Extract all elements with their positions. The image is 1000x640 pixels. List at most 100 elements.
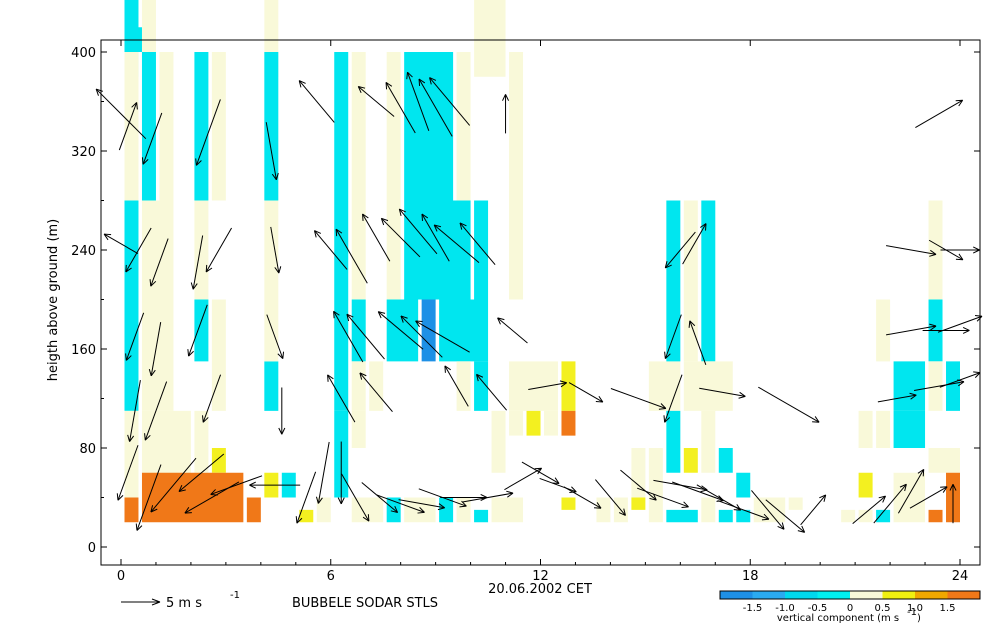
wind-arrow: [327, 374, 356, 423]
wind-arrow: [337, 441, 345, 505]
heatmap-cell: [509, 410, 524, 436]
colorbar-swatch: [785, 591, 818, 599]
wind-arrow: [210, 475, 263, 496]
colorbar-label-close: ): [917, 613, 921, 624]
wind-arrow: [886, 323, 937, 336]
heatmap-cell: [631, 448, 646, 498]
heatmap-cell: [474, 361, 489, 411]
wind-arrow: [873, 483, 907, 524]
colorbar-swatch: [882, 591, 916, 599]
colorbar-tick-label: 0.5: [875, 603, 891, 614]
heatmap-cell: [474, 0, 506, 77]
heatmap-cell: [858, 509, 873, 523]
y-tick-label: 240: [71, 244, 96, 259]
y-tick-label: 160: [71, 343, 96, 358]
wind-arrow: [406, 71, 430, 131]
wind-arrow: [463, 490, 514, 503]
wind-arrow: [380, 217, 421, 258]
wind-arrow: [528, 380, 567, 391]
heatmap-cell: [928, 509, 943, 523]
wind-arrow: [249, 481, 301, 489]
colorbar-swatch: [947, 591, 981, 599]
wind-arrow: [270, 226, 282, 274]
heatmap-cell: [351, 361, 366, 411]
wind-arrow: [118, 102, 138, 151]
colorbar-tick-label: 0: [847, 603, 853, 614]
heatmap-cell: [858, 410, 873, 448]
wind-arrow: [335, 228, 368, 284]
x-tick-label: 6: [327, 569, 335, 584]
wind-arrow: [125, 227, 152, 273]
heatmap-cell: [701, 200, 716, 300]
heatmap-cell: [876, 410, 891, 448]
heatmap-cell: [648, 361, 681, 411]
wind-arrow: [357, 85, 395, 117]
wind-arrow: [758, 386, 820, 423]
wind-arrow: [346, 313, 385, 360]
wind-arrow: [682, 223, 707, 265]
colorbar-tick-label: -1.0: [775, 603, 795, 614]
x-axis-label: 20.06.2002 CET: [488, 582, 592, 597]
heatmap-cell: [351, 410, 366, 448]
arrow-scale-legend: 5 m s -1: [121, 590, 240, 611]
wind-arrow: [421, 213, 450, 262]
heatmap-cell: [194, 52, 209, 201]
wind-arrow: [915, 99, 964, 128]
colorbar-label: vertical component (m s: [777, 613, 899, 624]
x-tick-label: 12: [532, 569, 549, 584]
wind-arrow: [637, 487, 689, 509]
heatmap-cell: [334, 52, 349, 201]
colorbar-title: vertical component (m s -1 ): [777, 607, 921, 624]
wind-arrow: [202, 374, 222, 423]
arrow-scale-head: [151, 598, 161, 606]
heatmap-cell: [141, 472, 244, 523]
wind-arrow: [939, 371, 981, 388]
heatmap-cell: [596, 497, 611, 523]
heatmap-cell: [369, 361, 384, 411]
y-axis-label: heigth above ground (m): [46, 219, 61, 382]
heatmap-cell: [194, 200, 209, 300]
heatmap-cell: [141, 299, 174, 411]
heatmap-cell: [893, 361, 926, 411]
heatmap-cell: [211, 448, 226, 473]
heatmap-cell: [264, 200, 279, 300]
x-tick-label: 18: [742, 569, 759, 584]
wind-arrow: [699, 387, 746, 399]
heatmap-cell: [474, 509, 489, 523]
heatmap-cell: [509, 200, 524, 300]
heatmap-cell: [334, 410, 349, 448]
wind-arrow: [125, 312, 145, 361]
colorbar-swatch: [720, 591, 753, 599]
heatmap-cell: [124, 410, 139, 498]
wind-arrow: [195, 99, 221, 166]
heatmap-cell: [946, 361, 960, 411]
wind-arrow: [362, 213, 391, 262]
heatmap-cell: [211, 52, 226, 201]
heatmap-cell: [386, 52, 401, 201]
caption-text: BUBBELE SODAR STLS: [292, 596, 438, 611]
wind-arrow: [377, 311, 424, 350]
colorbar-swatch: [915, 591, 948, 599]
heatmap-cell: [736, 509, 751, 523]
heatmap-cell: [788, 497, 803, 510]
wind-arrow: [688, 320, 707, 365]
wind-arrow: [521, 461, 560, 484]
heatmap-cell: [718, 448, 733, 473]
heatmap-cell: [456, 52, 471, 201]
x-tick-label: 24: [952, 569, 969, 584]
heatmap-cell: [491, 410, 506, 473]
wind-arrow: [278, 387, 286, 435]
heatmap-cell: [509, 361, 558, 411]
heatmap-cell: [404, 200, 471, 300]
heatmap-cell: [439, 299, 489, 362]
heatmap-cell: [928, 448, 960, 473]
wind-arrow: [751, 490, 785, 530]
wind-arrow: [298, 80, 335, 123]
heatmap-cell: [509, 52, 524, 201]
heatmap-cell: [718, 509, 733, 523]
colorbar-tick-label: -0.5: [808, 603, 828, 614]
wind-arrow: [205, 227, 232, 273]
wind-arrow: [800, 494, 827, 526]
wind-arrow: [897, 468, 925, 514]
wind-arrow: [135, 464, 162, 531]
